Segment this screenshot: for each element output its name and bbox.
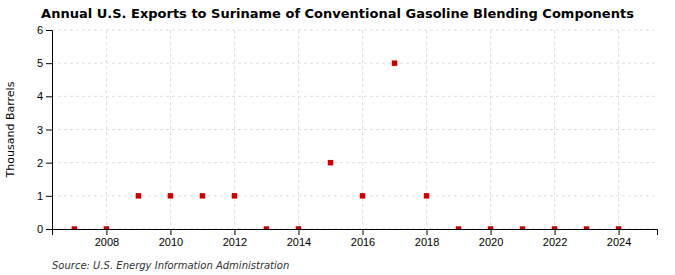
- y-tick-mark: [46, 30, 52, 31]
- y-tick: 4: [37, 90, 52, 102]
- y-tick-mark: [46, 96, 52, 97]
- y-tick: 1: [37, 190, 52, 202]
- point: [552, 226, 557, 229]
- x-grid-line: [298, 30, 299, 229]
- point: [232, 193, 237, 198]
- grid: [52, 30, 657, 229]
- y-tick-mark: [46, 63, 52, 64]
- y-tick-label: 6: [37, 24, 43, 36]
- x-grid-line: [490, 30, 491, 229]
- x-tick: 2018: [415, 229, 439, 248]
- x-axis: 2008 2010 2012 2014 2016 2018 2020 2022 2024: [53, 229, 658, 248]
- y-grid-line: [52, 162, 657, 163]
- point: [72, 226, 77, 229]
- y-grid-line: [52, 30, 657, 31]
- x-grid-line: [362, 30, 363, 229]
- x-grid-line: [170, 30, 171, 229]
- x-tick: 2020: [479, 229, 503, 248]
- point: [392, 60, 397, 65]
- y-grid-line: [52, 96, 657, 97]
- point: [136, 193, 141, 198]
- y-axis-line: [46, 31, 53, 230]
- point: [584, 226, 589, 229]
- y-tick-label: 4: [37, 90, 43, 102]
- x-tick: 2014: [287, 229, 311, 248]
- x-tick-label: 2018: [415, 236, 439, 248]
- x-grid-line: [234, 30, 235, 229]
- point: [168, 193, 173, 198]
- x-tick-mark: [427, 229, 428, 235]
- x-tick: 2008: [95, 229, 119, 248]
- x-tick-mark: [298, 229, 299, 235]
- x-grid-line: [106, 30, 107, 229]
- point: [456, 226, 461, 229]
- source-annotation: Source: U.S. Energy Information Administ…: [52, 260, 289, 271]
- x-tick-label: 2016: [351, 236, 375, 248]
- points: [72, 60, 622, 229]
- y-tick: 3: [37, 124, 52, 136]
- x-tick-mark: [491, 229, 492, 235]
- x-tick: 2010: [159, 229, 183, 248]
- x-axis-line: [53, 230, 658, 236]
- point: [328, 160, 333, 165]
- point: [200, 193, 205, 198]
- x-tick-mark: [363, 229, 364, 235]
- y-tick-mark: [46, 130, 52, 131]
- x-tick: 2022: [543, 229, 567, 248]
- x-tick-mark: [555, 229, 556, 235]
- x-tick-label: 2008: [95, 236, 119, 248]
- y-tick-mark: [46, 163, 52, 164]
- point: [488, 226, 493, 229]
- x-grid-line: [426, 30, 427, 229]
- chart: 2008 2010 2012 2014 2016 2018 2020 2022 2024 0 1 2 3…: [0, 0, 675, 275]
- title: Annual U.S. Exports to Suriname of Conve…: [41, 6, 634, 21]
- x-grid-line: [554, 30, 555, 229]
- point: [360, 193, 365, 198]
- point: [104, 226, 109, 229]
- x-tick: 2012: [223, 229, 247, 248]
- x-tick-mark: [170, 229, 171, 235]
- x-tick: 2024: [607, 229, 631, 248]
- x-tick-label: 2020: [479, 236, 503, 248]
- y-tick: 0: [37, 223, 52, 235]
- y-tick-label: 5: [37, 57, 43, 69]
- y-tick: 2: [37, 157, 52, 169]
- x-tick-label: 2012: [223, 236, 247, 248]
- point: [520, 226, 525, 229]
- y-tick-label: 2: [37, 157, 43, 169]
- y-tick: 6: [37, 24, 52, 36]
- y-tick-label: 3: [37, 124, 43, 136]
- x-tick-mark: [619, 229, 620, 235]
- y-grid-line: [52, 63, 657, 64]
- x-grid-line: [618, 30, 619, 229]
- point: [296, 226, 301, 229]
- y-tick-mark: [46, 196, 52, 197]
- x-tick-label: 2010: [159, 236, 183, 248]
- y-tick-mark: [46, 229, 52, 230]
- y-grid-line: [52, 195, 657, 196]
- y-tick-label: 0: [37, 223, 43, 235]
- point: [616, 226, 621, 229]
- point: [264, 226, 269, 229]
- plot: 2008 2010 2012 2014 2016 2018 2020 2022 2024 0 1 2 3…: [37, 24, 658, 248]
- y-tick-label: 1: [37, 190, 43, 202]
- x-tick: 2016: [351, 229, 375, 248]
- x-tick-mark: [106, 229, 107, 235]
- x-tick-label: 2024: [607, 236, 631, 248]
- y-axis: 0 1 2 3 4 5 6: [37, 24, 53, 235]
- y-grid-line: [52, 129, 657, 130]
- x-tick-label: 2022: [543, 236, 567, 248]
- x-tick-label: 2014: [287, 236, 311, 248]
- y-axis-label: Thousand Barrels: [4, 81, 17, 178]
- x-tick-mark: [234, 229, 235, 235]
- point: [424, 193, 429, 198]
- y-tick: 5: [37, 57, 52, 69]
